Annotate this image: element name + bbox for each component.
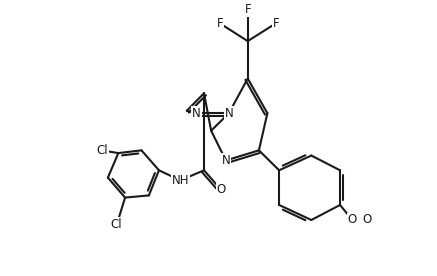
Text: O: O bbox=[217, 184, 226, 197]
Text: F: F bbox=[217, 17, 223, 30]
Text: O: O bbox=[348, 214, 357, 227]
Text: N: N bbox=[225, 107, 233, 120]
Text: NH: NH bbox=[171, 174, 189, 187]
Text: Cl: Cl bbox=[96, 144, 108, 157]
Text: N: N bbox=[192, 107, 201, 120]
Text: F: F bbox=[273, 17, 279, 30]
Text: N: N bbox=[222, 154, 230, 167]
Text: O: O bbox=[363, 214, 372, 227]
Text: Cl: Cl bbox=[111, 218, 122, 231]
Text: F: F bbox=[244, 3, 251, 16]
